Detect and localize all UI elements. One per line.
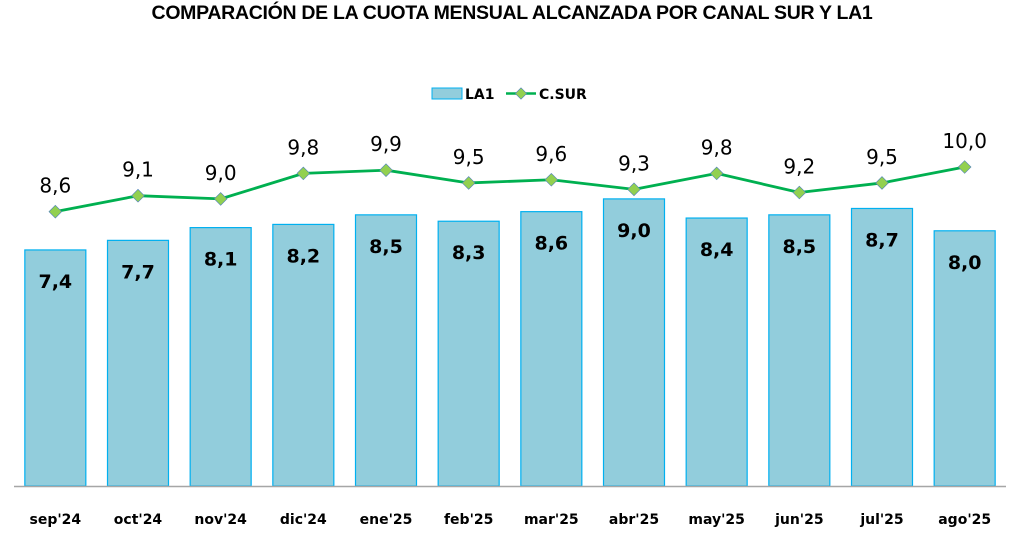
line-marker-csur-10 (875, 176, 889, 190)
line-label-csur-7: 9,3 (618, 151, 650, 175)
bar-label-la1-10: 8,7 (865, 229, 899, 251)
line-marker-csur-4 (379, 163, 393, 177)
line-marker-csur-2 (213, 192, 228, 206)
line-marker-csur-7 (627, 182, 641, 197)
bar-la1-3 (272, 223, 335, 487)
line-marker-csur-11 (957, 160, 972, 174)
x-tick-label-3: dic'24 (280, 512, 327, 528)
x-tick-label-1: oct'24 (114, 512, 163, 528)
line-label-csur-5: 9,5 (453, 145, 485, 169)
line-label-csur-9: 9,2 (783, 155, 815, 179)
x-tick-label-4: ene'25 (360, 512, 413, 528)
bar-series-la1: 7,4 7,7 8,1 8,2 8,5 8,3 8,6 9,0 8,4 8,5 8,7 8,0 (24, 198, 996, 487)
line-label-csur-3: 9,8 (287, 135, 319, 159)
line-label-csur-0: 8,6 (39, 174, 71, 198)
line-marker-csur-9 (792, 185, 807, 200)
line-marker-csur-3 (296, 166, 311, 181)
line-label-csur-6: 9,6 (535, 142, 567, 166)
legend-label-la1: LA1 (465, 87, 495, 103)
x-tick-label-10: jul'25 (859, 512, 903, 528)
bar-la1-11 (933, 230, 996, 487)
line-label-csur-1: 9,1 (122, 158, 154, 182)
legend-swatch-la1 (431, 87, 463, 100)
bar-la1-0 (24, 249, 87, 487)
line-marker-csur-5 (461, 176, 476, 190)
line-marker-csur-6 (544, 172, 559, 187)
line-marker-csur-0 (48, 204, 63, 219)
line-label-csur-10: 9,5 (866, 145, 898, 169)
line-label-csur-8: 9,8 (701, 135, 733, 159)
bar-label-la1-7: 9,0 (617, 220, 651, 242)
x-tick-label-2: nov'24 (194, 512, 247, 528)
bar-la1-9 (768, 214, 831, 487)
x-tick-label-0: sep'24 (30, 512, 82, 528)
x-tick-label-7: abr'25 (609, 512, 659, 528)
line-label-csur-4: 9,9 (370, 132, 402, 156)
bar-label-la1-6: 8,6 (534, 233, 568, 255)
bar-label-la1-9: 8,5 (782, 236, 816, 258)
bar-label-la1-0: 7,4 (38, 271, 72, 293)
legend-marker-csur (514, 87, 528, 100)
line-path-csur (55, 165, 965, 214)
bar-la1-6 (520, 211, 583, 487)
line-series-csur: 8,6 9,1 9,0 9,8 9,9 9,5 9,6 9,3 9,8 9,2 9,5 10,0 (39, 129, 987, 219)
bar-label-la1-5: 8,3 (452, 242, 486, 264)
bar-label-la1-11: 8,0 (948, 252, 982, 274)
chart-title: COMPARACIÓN DE LA CUOTA MENSUAL ALCANZAD… (151, 2, 873, 24)
bar-label-la1-3: 8,2 (286, 245, 320, 267)
line-marker-csur-8 (709, 166, 724, 181)
line-label-csur-2: 9,0 (205, 161, 237, 185)
bar-label-la1-2: 8,1 (204, 249, 238, 271)
bar-la1-4 (354, 214, 418, 487)
bar-la1-5 (437, 220, 500, 487)
bar-la1-8 (685, 217, 748, 487)
line-marker-csur-1 (131, 188, 145, 203)
legend: LA1 C.SUR (431, 87, 587, 103)
x-tick-label-9: jun'25 (774, 512, 824, 528)
x-axis-ticks: sep'24 oct'24 nov'24 dic'24 ene'25 feb'25 mar'… (30, 512, 992, 528)
legend-label-csur: C.SUR (539, 87, 587, 103)
x-tick-label-8: may'25 (688, 512, 745, 528)
bar-la1-2 (189, 227, 252, 487)
bar-label-la1-8: 8,4 (700, 239, 734, 261)
x-tick-label-6: mar'25 (524, 512, 579, 528)
bar-label-la1-1: 7,7 (121, 261, 155, 283)
x-tick-label-5: feb'25 (444, 512, 493, 528)
x-tick-label-11: ago'25 (938, 512, 991, 528)
bar-label-la1-4: 8,5 (369, 236, 403, 258)
line-label-csur-11: 10,0 (942, 129, 987, 153)
bar-la1-7 (602, 198, 666, 487)
